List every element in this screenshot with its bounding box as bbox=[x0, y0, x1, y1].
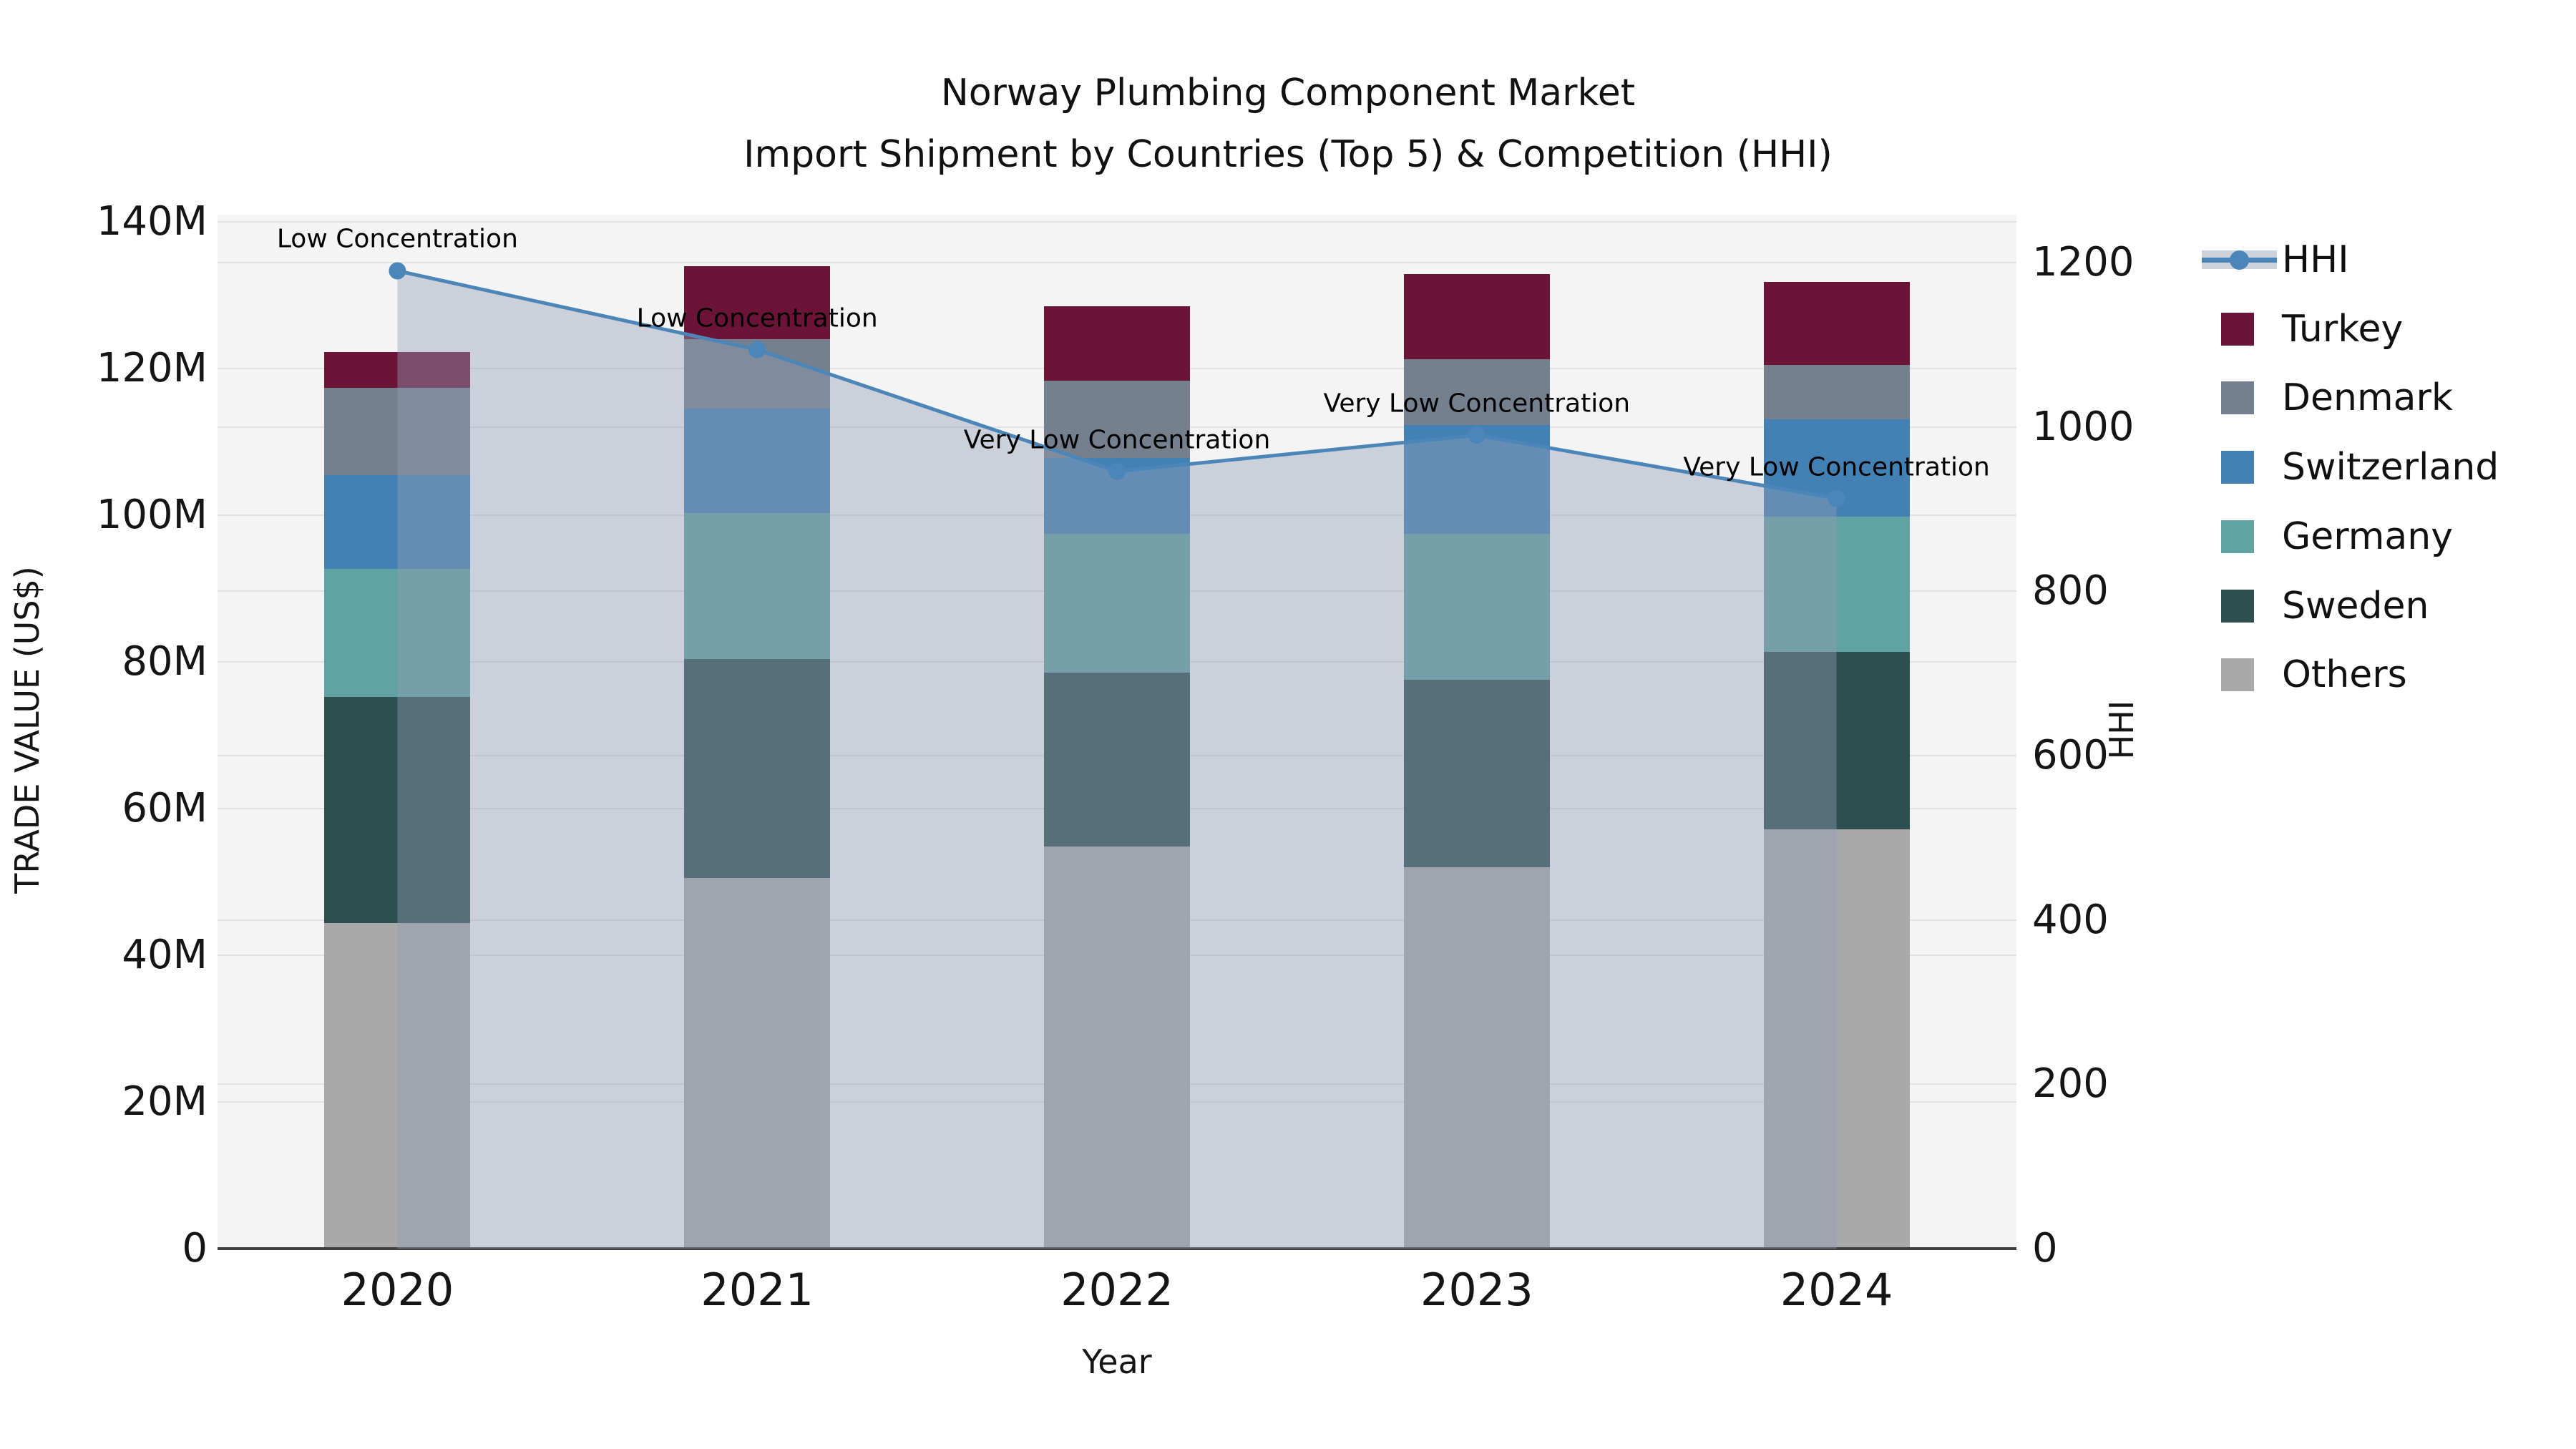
legend-swatch-germany bbox=[2200, 517, 2279, 557]
bar-segment-switzerland-2020 bbox=[324, 474, 471, 569]
bar-segment-germany-2024 bbox=[1763, 517, 1910, 652]
bar-segment-sweden-2022 bbox=[1044, 673, 1190, 847]
bar-segment-denmark-2020 bbox=[324, 387, 471, 475]
y-right-tick-800: 800 bbox=[2032, 567, 2109, 615]
bar-segment-switzerland-2023 bbox=[1403, 424, 1550, 534]
bar-segment-others-2023 bbox=[1403, 867, 1550, 1249]
others-color-swatch bbox=[2221, 658, 2254, 692]
annotation-2022: Very Low Concentration bbox=[963, 425, 1271, 455]
germany-color-swatch bbox=[2221, 519, 2254, 553]
legend-label-denmark: Denmark bbox=[2282, 376, 2454, 420]
legend-label-sweden: Sweden bbox=[2282, 584, 2429, 628]
annotation-2020: Low Concentration bbox=[276, 224, 518, 254]
bar-segment-sweden-2023 bbox=[1403, 679, 1550, 867]
legend-row-others: Others bbox=[2200, 653, 2407, 697]
x-tick-2022: 2022 bbox=[1060, 1264, 1174, 1316]
bar-segment-turkey-2022 bbox=[1044, 306, 1190, 381]
legend-label-germany: Germany bbox=[2282, 514, 2454, 558]
legend-swatch-turkey bbox=[2200, 309, 2279, 349]
bar-segment-others-2021 bbox=[684, 878, 831, 1249]
switzerland-color-swatch bbox=[2221, 451, 2254, 484]
bar-segment-others-2022 bbox=[1044, 847, 1190, 1249]
bar-segment-switzerland-2022 bbox=[1044, 458, 1190, 534]
legend-label-others: Others bbox=[2282, 653, 2407, 697]
chart-title-line1: Norway Plumbing Component Market bbox=[940, 72, 1636, 114]
y-left-tick-80M: 80M bbox=[122, 638, 208, 685]
legend-row-denmark: Denmark bbox=[2200, 376, 2454, 420]
bar-segment-germany-2023 bbox=[1403, 533, 1550, 680]
y-left-tick-120M: 120M bbox=[96, 345, 208, 391]
y-left-tick-0: 0 bbox=[182, 1225, 208, 1272]
y-left-tick-140M: 140M bbox=[96, 198, 208, 245]
legend-label-switzerland: Switzerland bbox=[2282, 446, 2499, 489]
bar-segment-switzerland-2021 bbox=[684, 409, 831, 513]
bar-segment-sweden-2024 bbox=[1763, 651, 1910, 829]
denmark-color-swatch bbox=[2221, 381, 2254, 415]
bar-segment-denmark-2021 bbox=[684, 339, 831, 409]
y-left-tick-20M: 20M bbox=[122, 1078, 208, 1125]
y-left-tick-60M: 60M bbox=[122, 785, 208, 831]
bar-segment-others-2020 bbox=[324, 922, 471, 1249]
gridline-left-140M bbox=[218, 221, 2016, 223]
y-left-tick-100M: 100M bbox=[96, 492, 208, 538]
y-right-tick-600: 600 bbox=[2032, 732, 2109, 779]
y-right-tick-0: 0 bbox=[2032, 1225, 2058, 1272]
y-right-tick-1200: 1200 bbox=[2032, 239, 2135, 286]
y-right-tick-200: 200 bbox=[2032, 1060, 2109, 1108]
y-left-axis-label: TRADE VALUE (US$) bbox=[8, 566, 47, 894]
chart-title-line2: Import Shipment by Countries (Top 5) & C… bbox=[743, 133, 1833, 176]
x-tick-2020: 2020 bbox=[341, 1264, 454, 1316]
legend-row-hhi: HHI bbox=[2200, 238, 2349, 281]
y-left-tick-40M: 40M bbox=[122, 932, 208, 978]
legend-row-sweden: Sweden bbox=[2200, 584, 2429, 628]
annotation-2021: Low Concentration bbox=[636, 303, 878, 333]
gridline-right-1200 bbox=[218, 262, 2016, 263]
bar-segment-germany-2021 bbox=[684, 512, 831, 659]
legend-swatch-sweden bbox=[2200, 586, 2279, 626]
legend-swatch-denmark bbox=[2200, 378, 2279, 418]
legend-row-turkey: Turkey bbox=[2200, 307, 2404, 351]
legend-label-turkey: Turkey bbox=[2282, 307, 2404, 351]
legend-label-hhi: HHI bbox=[2282, 238, 2349, 281]
x-tick-2021: 2021 bbox=[701, 1264, 814, 1316]
annotation-2023: Very Low Concentration bbox=[1323, 389, 1631, 419]
y-right-tick-1000: 1000 bbox=[2032, 403, 2135, 450]
legend-swatch-others bbox=[2200, 655, 2279, 695]
bar-segment-others-2024 bbox=[1763, 829, 1910, 1249]
y-right-tick-400: 400 bbox=[2032, 896, 2109, 943]
legend-row-switzerland: Switzerland bbox=[2200, 446, 2499, 489]
bar-segment-sweden-2020 bbox=[324, 697, 471, 923]
bar-segment-turkey-2024 bbox=[1763, 282, 1910, 365]
bar-segment-germany-2022 bbox=[1044, 533, 1190, 673]
bar-segment-denmark-2024 bbox=[1763, 364, 1910, 419]
sweden-color-swatch bbox=[2221, 589, 2254, 623]
x-axis-label: Year bbox=[1082, 1342, 1152, 1381]
x-tick-2024: 2024 bbox=[1780, 1264, 1893, 1316]
x-tick-2023: 2023 bbox=[1420, 1264, 1533, 1316]
x-axis-line bbox=[218, 1247, 2016, 1250]
bar-segment-sweden-2021 bbox=[684, 658, 831, 879]
bar-segment-turkey-2023 bbox=[1403, 273, 1550, 359]
legend-swatch-hhi bbox=[2200, 240, 2279, 280]
annotation-2024: Very Low Concentration bbox=[1683, 452, 1990, 482]
turkey-color-swatch bbox=[2221, 312, 2254, 346]
legend-row-germany: Germany bbox=[2200, 514, 2454, 558]
legend-swatch-switzerland bbox=[2200, 447, 2279, 487]
bar-segment-turkey-2020 bbox=[324, 352, 471, 388]
hhi-marker-swatch bbox=[2230, 250, 2249, 270]
bar-segment-germany-2020 bbox=[324, 568, 471, 698]
